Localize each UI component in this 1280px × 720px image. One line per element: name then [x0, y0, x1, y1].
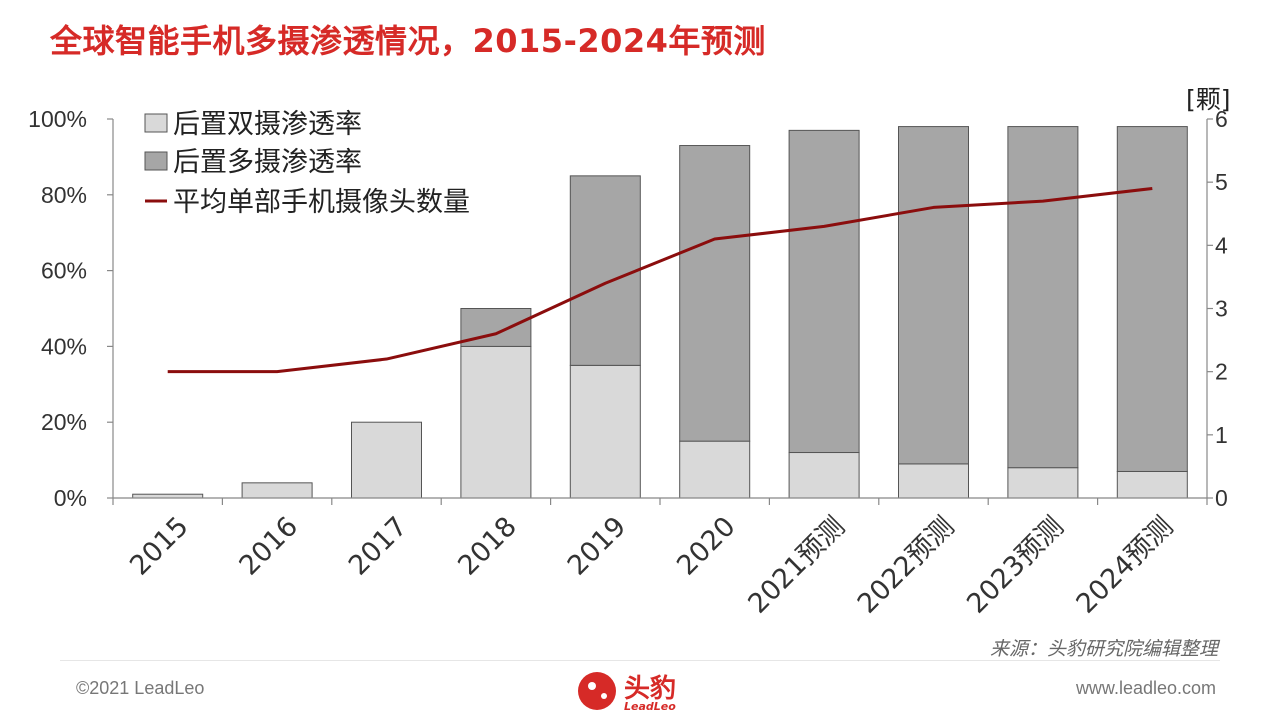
y-left-tick-label: 0% [54, 485, 87, 511]
page-title: 全球智能手机多摄渗透情况，2015-2024年预测 [50, 22, 766, 60]
bar-multi-6 [788, 129, 860, 454]
line-avg-camera-count [167, 186, 1153, 374]
bar-dual-9 [1116, 470, 1188, 499]
y-left-tick-label: 100% [28, 106, 87, 132]
leopard-logo-icon [578, 672, 616, 710]
source-note: 来源：头豹研究院编辑整理 [989, 638, 1218, 660]
y-right-tick-label: 4 [1215, 232, 1228, 258]
y-left-tick-label: 60% [41, 258, 87, 284]
bars-group [132, 126, 1188, 499]
bar-multi-9 [1116, 126, 1188, 472]
copyright-text: ©2021 LeadLeo [76, 678, 205, 698]
x-tick-label: 2022预测 [852, 511, 961, 620]
bar-dual-4 [569, 364, 641, 499]
bar-multi-5 [679, 145, 751, 442]
legend-swatch-dual [144, 113, 168, 133]
legend-label: 后置多摄渗透率 [173, 147, 362, 178]
y-right-tick-label: 1 [1215, 422, 1228, 448]
bar-dual-7 [898, 463, 969, 499]
footer-divider [60, 660, 1220, 661]
footer-logo: 头豹 LeadLeo [574, 668, 714, 718]
legend-label: 后置双摄渗透率 [173, 109, 362, 140]
x-tick-label: 2019 [562, 511, 633, 582]
x-tick-label: 2024预测 [1071, 511, 1180, 620]
x-tick-label: 2015 [124, 511, 195, 582]
x-tick-label: 2016 [234, 511, 305, 582]
website-link[interactable]: www.leadleo.com [1075, 678, 1216, 698]
line-group [167, 186, 1153, 374]
x-tick-label: 2017 [343, 511, 414, 582]
bar-multi-8 [1007, 126, 1079, 469]
x-tick-label: 2018 [452, 511, 523, 582]
x-tick-label: 2021预测 [742, 511, 851, 620]
legend-swatch-multi [144, 151, 168, 171]
y-right-tick-label: 6 [1215, 106, 1228, 132]
bar-dual-8 [1007, 467, 1079, 499]
y-right-tick-label: 5 [1215, 169, 1228, 195]
bar-dual-3 [460, 345, 532, 499]
logo-subtext: LeadLeo [624, 700, 676, 713]
bar-dual-1 [241, 482, 313, 499]
y-right-tick-label: 0 [1215, 485, 1228, 511]
bar-dual-5 [679, 440, 751, 499]
y-left-tick-label: 20% [41, 409, 87, 435]
bar-dual-2 [351, 421, 422, 499]
y-right-tick-label: 3 [1215, 296, 1228, 322]
legend-label: 平均单部手机摄像头数量 [173, 187, 470, 218]
logo-text: 头豹 [624, 674, 677, 704]
y-left-tick-label: 80% [41, 182, 87, 208]
y-right-tick-label: 2 [1215, 359, 1228, 385]
x-tick-label: 2023预测 [961, 511, 1070, 620]
bar-dual-6 [788, 452, 860, 499]
bar-multi-7 [898, 126, 969, 465]
y-left-tick-label: 40% [41, 333, 87, 359]
right-axis-unit-label: [颗] [1186, 85, 1231, 114]
bar-multi-4 [569, 175, 641, 366]
x-tick-label: 2020 [671, 511, 742, 582]
